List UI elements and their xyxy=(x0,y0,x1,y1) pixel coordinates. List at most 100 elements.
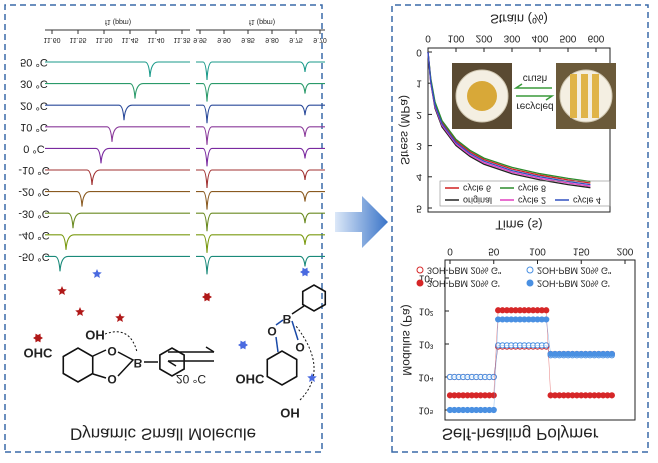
x-tick-label: 100 xyxy=(529,245,546,256)
y-tick-label: 10² xyxy=(419,305,434,316)
panel-title: Self-healing Polymer xyxy=(442,425,599,444)
right-panel-frame xyxy=(391,4,649,453)
legend-label: cycle 8 xyxy=(518,184,546,194)
temperature-label: -50 °C xyxy=(18,250,49,262)
atom-label: O xyxy=(267,324,276,338)
x-tick-label: 300 xyxy=(504,32,521,43)
bond xyxy=(92,349,107,357)
y-tick-label: 10⁵ xyxy=(418,404,433,415)
process-arrow xyxy=(513,83,552,89)
modulus-connector xyxy=(450,310,612,396)
x-tick-label: 150 xyxy=(573,245,590,256)
nmr-tick-label: 11.45 xyxy=(122,36,139,43)
x-tick-label: 400 xyxy=(532,32,549,43)
benzene-ring xyxy=(62,347,94,383)
reaction-condition: 20 °C xyxy=(176,372,206,386)
y-tick-label: 1 xyxy=(416,78,422,89)
atom-label: O xyxy=(107,372,116,386)
x-tick-label: 0 xyxy=(425,32,431,43)
legend-swatch xyxy=(526,266,534,274)
legend-label: original xyxy=(463,196,492,206)
atom-label: OHC xyxy=(24,346,54,361)
y-tick-label: 4 xyxy=(416,171,422,182)
legend-swatch xyxy=(416,266,424,274)
nmr-trace xyxy=(196,169,325,189)
legend-swatch xyxy=(416,279,424,287)
legend-label: cycle 2 xyxy=(518,196,546,206)
bond xyxy=(275,319,284,326)
temperature-label: 50 °C xyxy=(20,56,48,68)
marker-burst xyxy=(202,292,212,302)
nmr-tick-label: 11.35 xyxy=(174,36,191,43)
nmr-axis-label: f1 (ppm) xyxy=(105,18,131,25)
legend-frame xyxy=(439,180,611,207)
benzene-ring xyxy=(159,347,185,377)
y-tick-label: 10⁴ xyxy=(418,371,433,382)
benzene-ring xyxy=(266,350,298,386)
atom-label: B xyxy=(134,356,143,370)
nmr-trace xyxy=(196,212,325,232)
equilibrium-arrow xyxy=(167,360,177,367)
nmr-trace xyxy=(45,104,190,121)
marker-burst xyxy=(238,340,248,350)
nmr-tick-label: 9.90 xyxy=(217,36,231,43)
marker-star xyxy=(115,313,125,323)
temperature-label: 30 °C xyxy=(20,78,48,90)
dogbone xyxy=(570,74,577,118)
atom-label: O xyxy=(107,344,116,358)
marker-burst xyxy=(300,267,310,277)
legend-swatch xyxy=(526,279,534,287)
equilibrium-arrow xyxy=(205,346,215,353)
transition-arrow xyxy=(335,196,388,248)
nmr-trace xyxy=(196,191,325,210)
nmr-trace xyxy=(196,61,325,81)
nmr-trace xyxy=(45,83,190,99)
y-tick-label: 10³ xyxy=(419,338,434,349)
stress-curve xyxy=(427,51,591,186)
flipped-figure: Dynamic Small Molecule 11.60 11.55 11.50 11.… xyxy=(4,4,649,453)
y-tick-label: 5 xyxy=(416,202,422,213)
nmr-tick-label: 9.75 xyxy=(289,36,303,43)
temperature-label: 20 °C xyxy=(20,99,48,111)
marker-star xyxy=(307,373,317,383)
nmr-tick-label: 9.70 xyxy=(313,36,327,43)
temperature-label: -40 °C xyxy=(18,229,49,241)
x-tick-label: 500 xyxy=(560,32,577,43)
x-tick-label: 200 xyxy=(476,32,493,43)
nmr-tick-label: 9.80 xyxy=(265,36,279,43)
marker-star xyxy=(92,269,102,279)
axis-title: Time (s) xyxy=(495,218,542,233)
x-tick-label: 600 xyxy=(588,32,605,43)
nmr-trace xyxy=(45,169,190,186)
legend-label: 3OH-PBM 20% G'' xyxy=(427,266,502,276)
temperature-label: -30 °C xyxy=(18,207,49,219)
benzene-ring xyxy=(301,284,327,312)
nmr-trace xyxy=(45,212,190,229)
bond xyxy=(92,373,107,379)
x-tick-label: 100 xyxy=(448,32,465,43)
panel-title: Dynamic Small Molecule xyxy=(70,425,256,444)
marker-star xyxy=(57,286,67,296)
atom-label: OH xyxy=(85,328,105,343)
y-tick-label: 3 xyxy=(416,140,422,151)
dogbone xyxy=(581,74,588,118)
nmr-trace xyxy=(196,234,325,253)
marker-burst xyxy=(33,333,43,343)
nmr-trace xyxy=(45,234,190,250)
y-tick-label: 0 xyxy=(416,46,422,57)
atom-label: OH xyxy=(280,406,300,421)
nmr-trace xyxy=(196,147,325,167)
temperature-label: -10 °C xyxy=(18,164,49,176)
bond xyxy=(117,351,135,377)
dogbone xyxy=(592,74,599,118)
process-arrow xyxy=(516,95,555,101)
left-panel-frame xyxy=(4,4,323,453)
nmr-tick-label: 11.55 xyxy=(70,36,87,43)
nmr-tick-label: 11.50 xyxy=(96,36,113,43)
legend-label: 2OH-PBM 20% G'' xyxy=(537,266,612,276)
temperature-label: 10 °C xyxy=(20,121,48,133)
inset-label: crush xyxy=(523,72,547,83)
nmr-trace xyxy=(196,255,325,275)
